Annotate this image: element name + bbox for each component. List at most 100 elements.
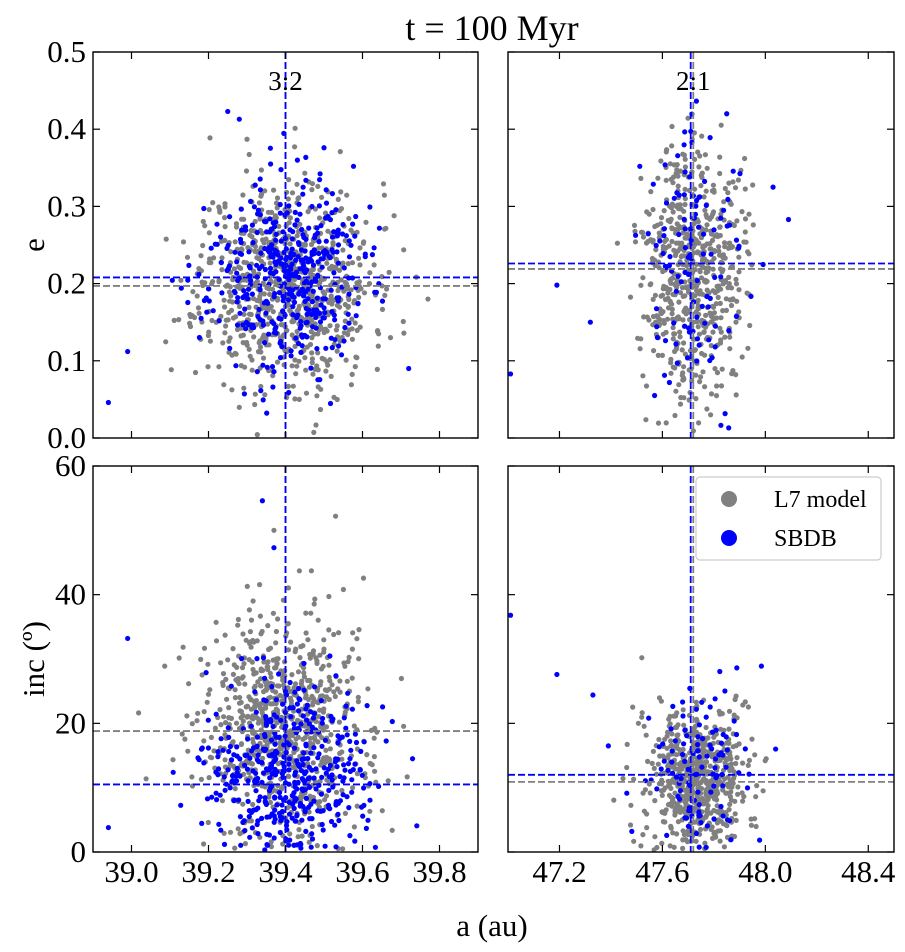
data-point: [695, 748, 701, 754]
data-point: [745, 762, 751, 769]
data-point: [331, 689, 337, 695]
data-point: [336, 295, 342, 301]
data-point: [726, 240, 732, 246]
data-point: [265, 321, 271, 327]
data-point: [259, 263, 265, 269]
data-point: [694, 358, 700, 364]
data-point: [332, 822, 338, 828]
data-point: [322, 737, 328, 743]
data-point: [273, 231, 279, 237]
data-point: [273, 324, 279, 331]
data-point: [674, 805, 680, 811]
outlier-point: [125, 348, 131, 355]
data-point: [669, 742, 675, 748]
data-point: [221, 714, 227, 720]
data-point: [291, 685, 297, 691]
data-point: [270, 373, 276, 379]
data-point: [682, 787, 688, 793]
data-point: [698, 374, 704, 380]
data-point: [728, 285, 735, 291]
data-point: [690, 750, 696, 757]
data-point: [726, 281, 732, 287]
data-point: [279, 808, 285, 815]
data-point: [252, 243, 258, 250]
data-point: [754, 783, 760, 789]
data-point: [703, 742, 709, 748]
data-point: [272, 741, 278, 747]
data-point: [176, 655, 182, 661]
data-point: [272, 816, 278, 822]
data-point: [355, 699, 361, 705]
data-point: [656, 736, 662, 743]
data-point: [296, 201, 302, 207]
data-point: [353, 213, 359, 220]
data-point: [391, 213, 397, 219]
data-point: [660, 250, 666, 257]
data-point: [324, 215, 330, 221]
data-point: [240, 718, 246, 724]
data-point: [669, 123, 675, 130]
data-point: [273, 237, 279, 243]
data-point: [349, 316, 355, 322]
data-point: [262, 748, 268, 754]
data-point: [337, 798, 343, 804]
data-point: [260, 322, 266, 328]
data-point: [668, 785, 674, 792]
data-point: [265, 623, 271, 629]
data-point: [650, 322, 656, 328]
data-point: [650, 748, 657, 755]
data-point: [236, 700, 243, 706]
data-point: [685, 766, 691, 773]
data-point: [676, 205, 682, 211]
data-point: [687, 278, 693, 284]
data-point: [652, 257, 658, 263]
data-point: [303, 706, 309, 712]
data-point: [696, 844, 702, 850]
data-point: [716, 708, 722, 714]
data-point: [663, 420, 669, 426]
data-point: [356, 294, 362, 300]
data-point: [696, 722, 703, 728]
data-point: [227, 214, 233, 220]
data-point: [211, 748, 217, 754]
data-point: [723, 764, 729, 770]
data-point: [280, 229, 286, 235]
data-point: [262, 188, 268, 194]
data-point: [216, 364, 222, 370]
data-point: [228, 683, 234, 689]
data-point: [298, 319, 304, 325]
data-point: [237, 694, 243, 701]
data-point: [658, 215, 665, 221]
data-point: [318, 698, 324, 704]
data-point: [180, 644, 186, 650]
outlier-point: [271, 545, 277, 551]
legend-marker: [721, 491, 737, 507]
data-point: [696, 420, 702, 426]
data-point: [681, 722, 687, 728]
data-point: [375, 328, 381, 334]
data-point: [725, 190, 731, 196]
data-point: [307, 709, 313, 715]
data-point: [299, 226, 305, 233]
data-point: [249, 324, 255, 331]
data-point: [401, 723, 407, 729]
data-point: [355, 694, 361, 700]
data-point: [672, 790, 678, 796]
data-point: [327, 774, 333, 780]
data-point: [239, 665, 246, 671]
data-point: [319, 821, 325, 828]
data-point: [733, 281, 740, 287]
data-point: [675, 169, 681, 175]
data-point: [375, 343, 381, 349]
data-point: [186, 681, 192, 687]
x-tick-label: 47.2: [532, 854, 586, 889]
data-point: [250, 801, 256, 808]
data-point: [287, 307, 293, 313]
data-point: [291, 805, 297, 812]
data-point: [668, 276, 674, 282]
data-point: [696, 813, 702, 819]
outlier-point: [259, 498, 265, 504]
data-point: [669, 268, 675, 274]
data-point: [697, 288, 703, 294]
outlier-point: [554, 282, 560, 288]
